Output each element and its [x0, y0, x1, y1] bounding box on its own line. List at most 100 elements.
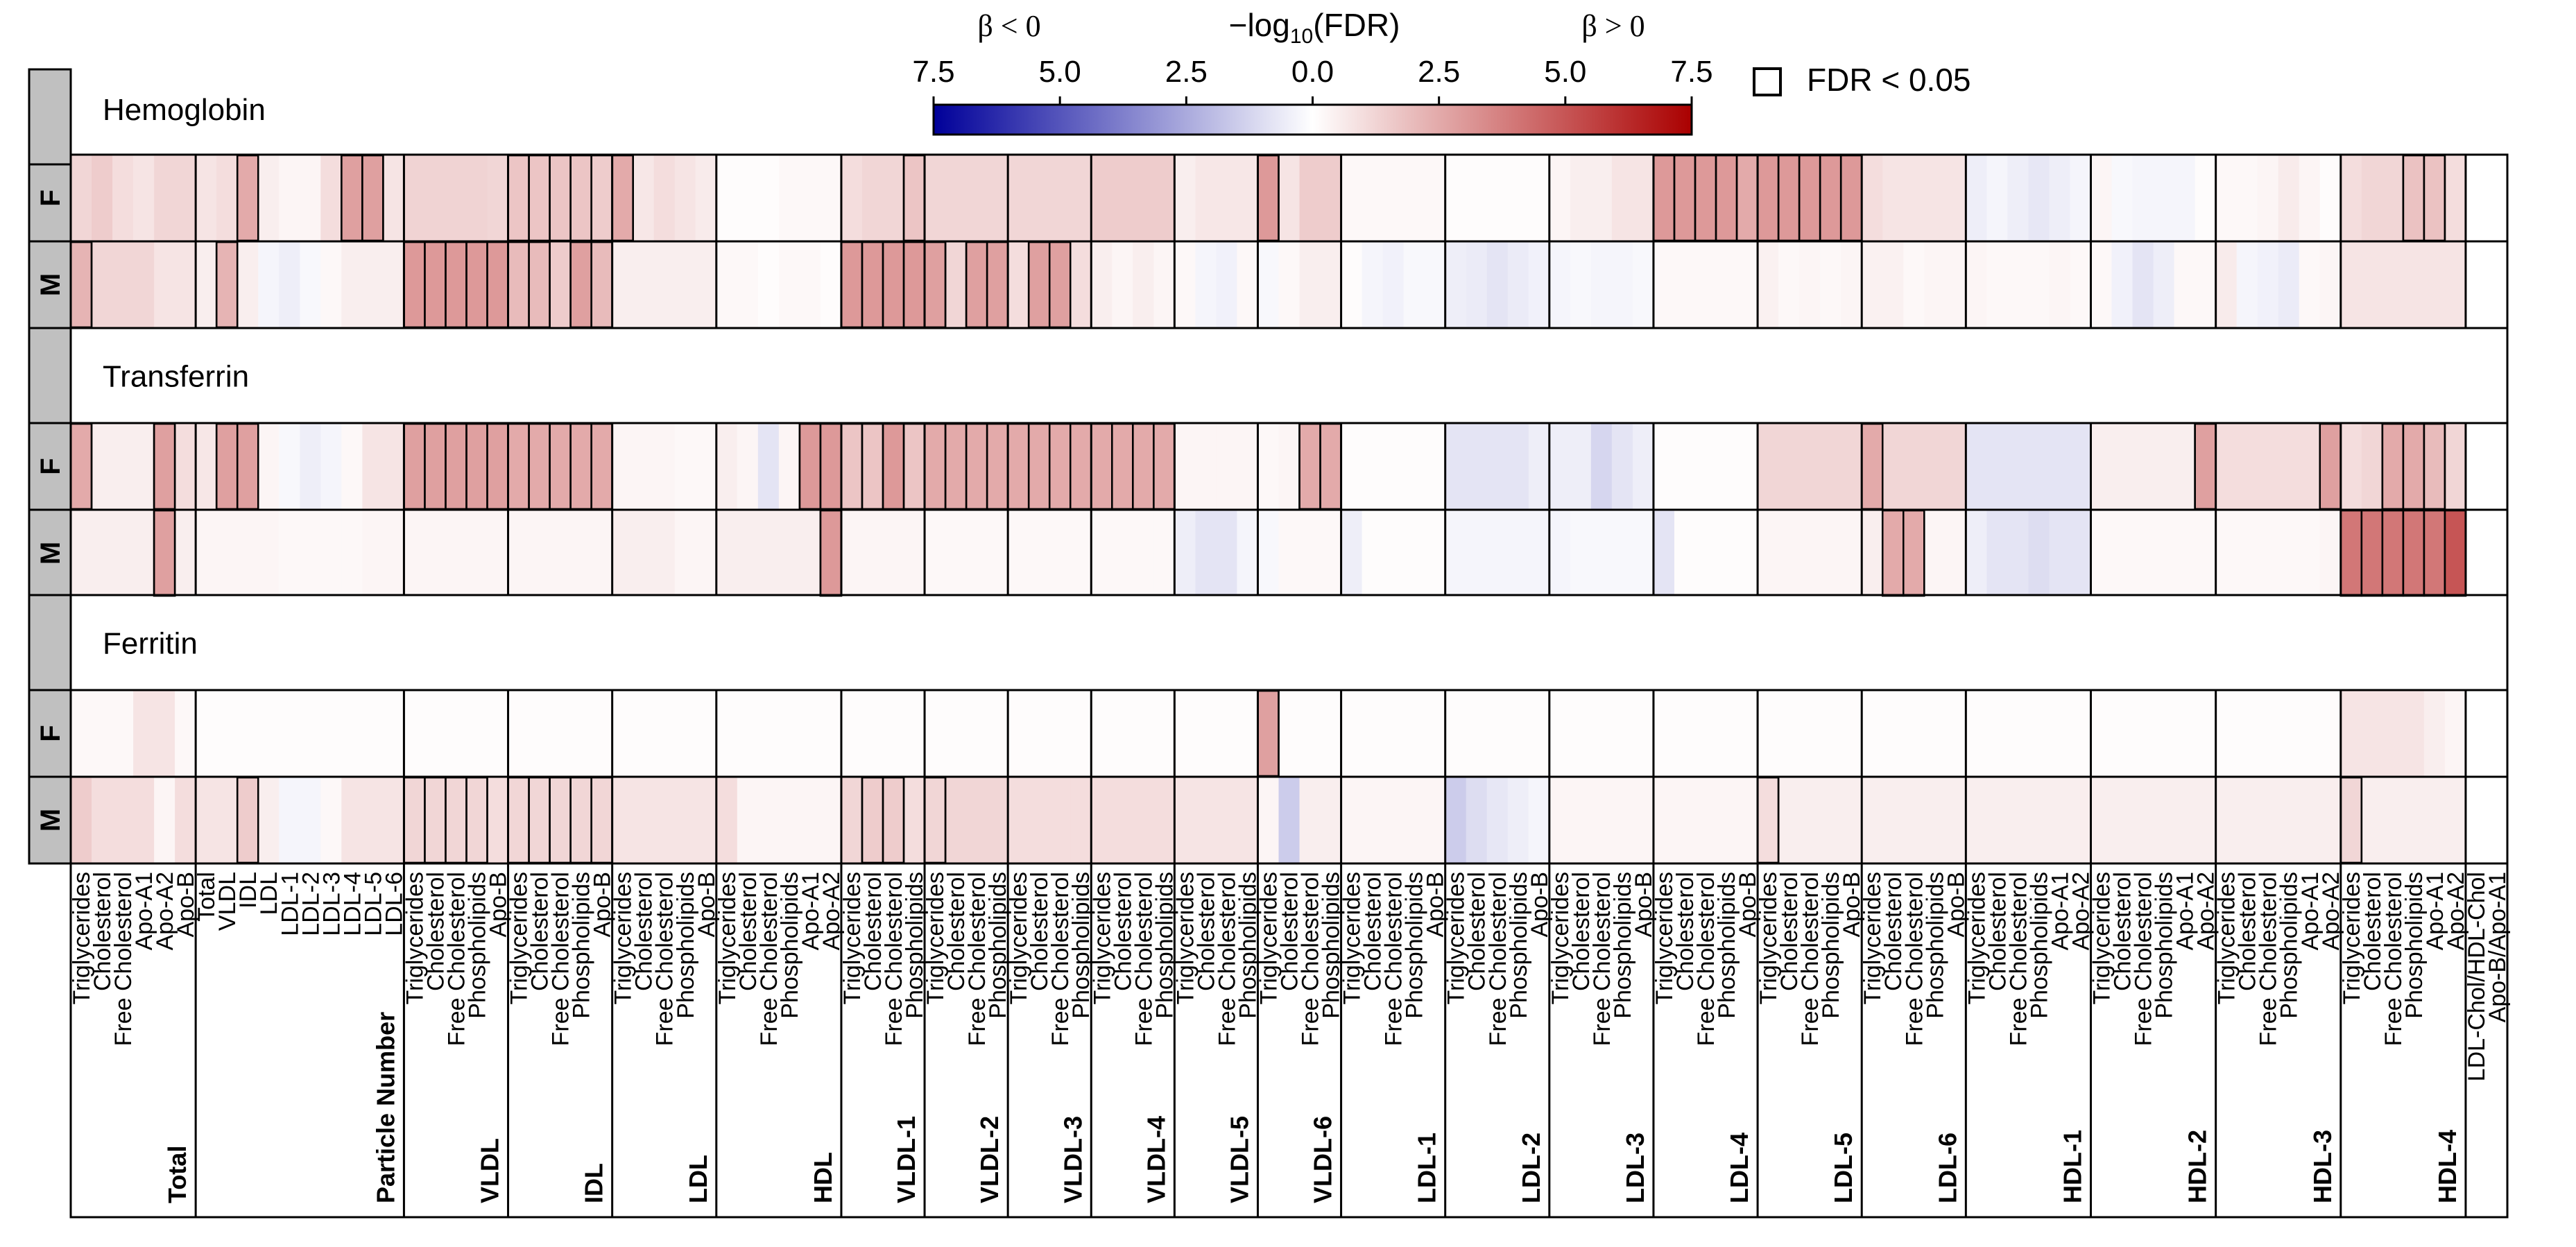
- heatmap-cell: [2028, 155, 2050, 241]
- x-column-label: Apo-A1: [2172, 872, 2199, 950]
- heatmap-cell: [2111, 423, 2133, 510]
- x-column-label: Phospholipids: [2401, 872, 2428, 1019]
- heatmap-cell: [549, 510, 572, 596]
- heatmap-cell: [2111, 690, 2133, 777]
- heatmap-cell: [1945, 777, 1966, 863]
- heatmap-cell: [861, 690, 884, 777]
- heatmap-cell: [1008, 777, 1029, 863]
- heatmap-cell: [987, 510, 1008, 596]
- heatmap-cell: [633, 690, 655, 777]
- heatmap-cell: [1945, 510, 1966, 596]
- heatmap-cell: [1382, 690, 1405, 777]
- heatmap-cell: [1882, 777, 1904, 863]
- heatmap-cell: [2153, 510, 2175, 596]
- heatmap-cell: [383, 690, 405, 777]
- heatmap-cell: [112, 690, 134, 777]
- heatmap-cell: [1029, 690, 1050, 777]
- row-strip-label: M: [35, 809, 66, 832]
- heatmap-cell: [1528, 423, 1550, 510]
- heatmap-cell: [1737, 155, 1758, 241]
- heatmap-cell: [466, 423, 488, 510]
- heatmap-cell: [1153, 155, 1175, 241]
- heatmap-cell: [1216, 777, 1238, 863]
- heatmap-cell: [529, 510, 551, 596]
- heatmap-cell: [112, 510, 134, 596]
- significance-box-outline: [153, 422, 176, 510]
- heatmap-cell: [1528, 241, 1550, 328]
- x-column-label: Triglycerides: [506, 872, 533, 1004]
- x-column-label: Triglycerides: [1172, 872, 1199, 1004]
- heatmap-cell: [2319, 423, 2342, 510]
- heatmap-cell: [1133, 423, 1154, 510]
- heatmap-cell: [1424, 777, 1446, 863]
- x-group-label: HDL-3: [2308, 1130, 2337, 1203]
- heatmap-cell: [1091, 423, 1113, 510]
- heatmap-cell: [1237, 777, 1259, 863]
- heatmap-cell: [2215, 155, 2238, 241]
- heatmap-cell: [2278, 423, 2300, 510]
- heatmap-cell: [300, 690, 321, 777]
- heatmap-cell: [1091, 510, 1113, 596]
- heatmap-cell: [1133, 777, 1154, 863]
- heatmap-cell: [945, 690, 967, 777]
- heatmap-cell: [2153, 777, 2175, 863]
- heatmap-cell: [1695, 155, 1717, 241]
- heatmap-cell: [1549, 690, 1571, 777]
- x-column-label: IDL: [235, 872, 261, 909]
- heatmap-cell: [1466, 155, 1488, 241]
- heatmap-cell: [883, 690, 904, 777]
- heatmap-cell: [2382, 777, 2404, 863]
- x-column-label: Triglycerides: [1651, 872, 1678, 1004]
- heatmap-cell: [1174, 777, 1196, 863]
- x-column-label: Free Cholesterol: [1901, 872, 1927, 1046]
- heatmap-cell: [1174, 510, 1196, 596]
- heatmap-cell: [2174, 510, 2196, 596]
- heatmap-cell: [716, 510, 738, 596]
- heatmap-cell: [196, 510, 217, 596]
- heatmap-cell: [2257, 155, 2279, 241]
- heatmap-cell: [1382, 777, 1405, 863]
- heatmap-cell: [2423, 423, 2446, 510]
- heatmap-cell: [591, 690, 613, 777]
- heatmap-cell: [653, 777, 676, 863]
- heatmap-cell: [549, 423, 572, 510]
- significance-box-outline: [1756, 154, 1863, 242]
- heatmap-cell: [737, 423, 759, 510]
- heatmap-cell: [1611, 241, 1633, 328]
- heatmap-cell: [2340, 155, 2362, 241]
- x-column-label: LDL-2: [298, 872, 324, 936]
- heatmap-cell: [1403, 777, 1425, 863]
- colorbar-tick-label: 2.5: [1165, 55, 1208, 89]
- x-column-label: LDL: [256, 872, 282, 915]
- heatmap-cell: [1445, 777, 1467, 863]
- x-column-label: Phospholipids: [777, 872, 803, 1019]
- heatmap-cell: [2090, 155, 2113, 241]
- heatmap-cell: [633, 423, 655, 510]
- heatmap-cell: [1507, 690, 1529, 777]
- heatmap-cell: [1049, 510, 1071, 596]
- heatmap-cell: [1299, 155, 1321, 241]
- heatmap-cell: [570, 777, 592, 863]
- heatmap-cell: [487, 777, 509, 863]
- heatmap-cell: [2403, 423, 2425, 510]
- heatmap-cell: [320, 690, 342, 777]
- heatmap-cell: [653, 690, 676, 777]
- heatmap-cell: [2070, 155, 2092, 241]
- heatmap-cell: [1341, 155, 1363, 241]
- heatmap-cell: [2382, 155, 2404, 241]
- heatmap-cell: [716, 690, 738, 777]
- heatmap-cell: [2465, 777, 2487, 863]
- significance-box-outline: [1090, 422, 1176, 510]
- heatmap-cell: [529, 423, 551, 510]
- heatmap-cell: [2423, 241, 2446, 328]
- heatmap-cell: [466, 241, 488, 328]
- row-strip-label: M: [35, 542, 66, 565]
- heatmap-cell: [1466, 423, 1488, 510]
- title-strip: [28, 68, 72, 166]
- heatmap-cell: [2174, 423, 2196, 510]
- heatmap-cell: [1924, 777, 1946, 863]
- heatmap-cell: [2423, 690, 2446, 777]
- heatmap-cell: [633, 510, 655, 596]
- heatmap-cell: [1862, 510, 1883, 596]
- heatmap-cell: [1507, 241, 1529, 328]
